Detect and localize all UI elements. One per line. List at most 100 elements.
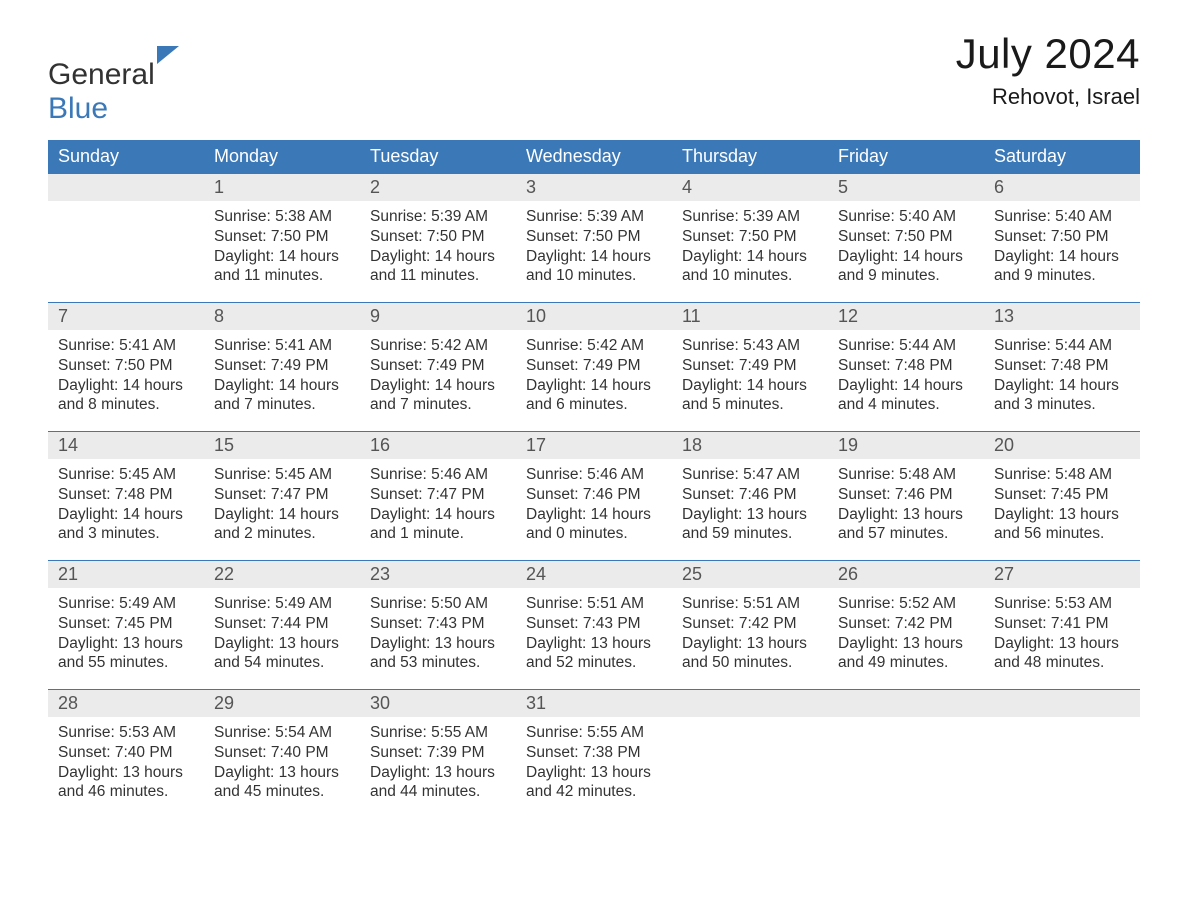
day-cell: 1Sunrise: 5:38 AMSunset: 7:50 PMDaylight… [204, 174, 360, 302]
day-info: Sunrise: 5:38 AMSunset: 7:50 PMDaylight:… [204, 201, 360, 286]
day-cell: 14Sunrise: 5:45 AMSunset: 7:48 PMDayligh… [48, 432, 204, 560]
day-daylight2: and 45 minutes. [214, 782, 350, 802]
day-daylight2: and 42 minutes. [526, 782, 662, 802]
day-number: 12 [828, 303, 984, 330]
day-daylight2: and 44 minutes. [370, 782, 506, 802]
day-sunset: Sunset: 7:50 PM [58, 356, 194, 376]
day-number: 17 [516, 432, 672, 459]
day-daylight1: Daylight: 14 hours [214, 376, 350, 396]
day-info: Sunrise: 5:45 AMSunset: 7:47 PMDaylight:… [204, 459, 360, 544]
day-sunset: Sunset: 7:45 PM [58, 614, 194, 634]
brand-triangle-icon [157, 46, 179, 64]
day-number: 5 [828, 174, 984, 201]
day-cell: 30Sunrise: 5:55 AMSunset: 7:39 PMDayligh… [360, 690, 516, 818]
day-sunrise: Sunrise: 5:46 AM [526, 465, 662, 485]
day-sunset: Sunset: 7:45 PM [994, 485, 1130, 505]
day-sunset: Sunset: 7:42 PM [838, 614, 974, 634]
day-sunset: Sunset: 7:49 PM [370, 356, 506, 376]
day-daylight2: and 48 minutes. [994, 653, 1130, 673]
day-number: 15 [204, 432, 360, 459]
day-number: 2 [360, 174, 516, 201]
day-daylight1: Daylight: 13 hours [838, 634, 974, 654]
day-info: Sunrise: 5:42 AMSunset: 7:49 PMDaylight:… [360, 330, 516, 415]
day-cell: 21Sunrise: 5:49 AMSunset: 7:45 PMDayligh… [48, 561, 204, 689]
day-info: Sunrise: 5:39 AMSunset: 7:50 PMDaylight:… [672, 201, 828, 286]
day-daylight1: Daylight: 13 hours [682, 634, 818, 654]
day-sunset: Sunset: 7:39 PM [370, 743, 506, 763]
day-cell: 31Sunrise: 5:55 AMSunset: 7:38 PMDayligh… [516, 690, 672, 818]
day-sunrise: Sunrise: 5:50 AM [370, 594, 506, 614]
day-daylight2: and 7 minutes. [370, 395, 506, 415]
day-cell: 24Sunrise: 5:51 AMSunset: 7:43 PMDayligh… [516, 561, 672, 689]
day-number: 10 [516, 303, 672, 330]
day-daylight2: and 9 minutes. [994, 266, 1130, 286]
day-info: Sunrise: 5:44 AMSunset: 7:48 PMDaylight:… [828, 330, 984, 415]
day-cell: 8Sunrise: 5:41 AMSunset: 7:49 PMDaylight… [204, 303, 360, 431]
day-daylight2: and 49 minutes. [838, 653, 974, 673]
day-daylight1: Daylight: 14 hours [58, 376, 194, 396]
day-info: Sunrise: 5:40 AMSunset: 7:50 PMDaylight:… [828, 201, 984, 286]
day-daylight2: and 8 minutes. [58, 395, 194, 415]
day-sunset: Sunset: 7:43 PM [526, 614, 662, 634]
day-daylight1: Daylight: 13 hours [526, 763, 662, 783]
day-daylight1: Daylight: 14 hours [526, 376, 662, 396]
day-info: Sunrise: 5:39 AMSunset: 7:50 PMDaylight:… [516, 201, 672, 286]
day-info: Sunrise: 5:55 AMSunset: 7:39 PMDaylight:… [360, 717, 516, 802]
day-info: Sunrise: 5:47 AMSunset: 7:46 PMDaylight:… [672, 459, 828, 544]
day-cell: 22Sunrise: 5:49 AMSunset: 7:44 PMDayligh… [204, 561, 360, 689]
day-cell: 9Sunrise: 5:42 AMSunset: 7:49 PMDaylight… [360, 303, 516, 431]
day-sunrise: Sunrise: 5:39 AM [370, 207, 506, 227]
day-daylight1: Daylight: 14 hours [214, 505, 350, 525]
day-number: 25 [672, 561, 828, 588]
day-cell: 29Sunrise: 5:54 AMSunset: 7:40 PMDayligh… [204, 690, 360, 818]
day-sunrise: Sunrise: 5:43 AM [682, 336, 818, 356]
day-sunset: Sunset: 7:38 PM [526, 743, 662, 763]
week-row: 1Sunrise: 5:38 AMSunset: 7:50 PMDaylight… [48, 174, 1140, 302]
day-sunrise: Sunrise: 5:53 AM [58, 723, 194, 743]
title-block: July 2024 Rehovot, Israel [956, 30, 1140, 110]
day-daylight1: Daylight: 14 hours [994, 376, 1130, 396]
day-daylight1: Daylight: 13 hours [214, 763, 350, 783]
day-number: 9 [360, 303, 516, 330]
day-cell: 19Sunrise: 5:48 AMSunset: 7:46 PMDayligh… [828, 432, 984, 560]
day-daylight2: and 5 minutes. [682, 395, 818, 415]
day-sunrise: Sunrise: 5:44 AM [838, 336, 974, 356]
day-sunset: Sunset: 7:42 PM [682, 614, 818, 634]
day-sunrise: Sunrise: 5:41 AM [214, 336, 350, 356]
day-number: 28 [48, 690, 204, 717]
day-number [672, 690, 828, 717]
day-daylight2: and 52 minutes. [526, 653, 662, 673]
day-daylight1: Daylight: 14 hours [214, 247, 350, 267]
weekday-header-row: Sunday Monday Tuesday Wednesday Thursday… [48, 140, 1140, 174]
day-daylight2: and 7 minutes. [214, 395, 350, 415]
day-cell [828, 690, 984, 818]
day-daylight2: and 3 minutes. [994, 395, 1130, 415]
day-cell: 3Sunrise: 5:39 AMSunset: 7:50 PMDaylight… [516, 174, 672, 302]
calendar: Sunday Monday Tuesday Wednesday Thursday… [48, 140, 1140, 818]
day-number: 16 [360, 432, 516, 459]
day-daylight2: and 11 minutes. [214, 266, 350, 286]
day-sunrise: Sunrise: 5:40 AM [994, 207, 1130, 227]
day-daylight1: Daylight: 14 hours [526, 247, 662, 267]
day-daylight2: and 4 minutes. [838, 395, 974, 415]
day-sunrise: Sunrise: 5:51 AM [526, 594, 662, 614]
day-daylight1: Daylight: 13 hours [58, 763, 194, 783]
day-cell: 23Sunrise: 5:50 AMSunset: 7:43 PMDayligh… [360, 561, 516, 689]
day-sunrise: Sunrise: 5:49 AM [214, 594, 350, 614]
day-sunrise: Sunrise: 5:38 AM [214, 207, 350, 227]
day-sunset: Sunset: 7:40 PM [214, 743, 350, 763]
weeks-container: 1Sunrise: 5:38 AMSunset: 7:50 PMDaylight… [48, 174, 1140, 818]
weekday-header: Tuesday [360, 140, 516, 174]
day-info: Sunrise: 5:42 AMSunset: 7:49 PMDaylight:… [516, 330, 672, 415]
day-daylight2: and 2 minutes. [214, 524, 350, 544]
day-info: Sunrise: 5:51 AMSunset: 7:43 PMDaylight:… [516, 588, 672, 673]
week-row: 14Sunrise: 5:45 AMSunset: 7:48 PMDayligh… [48, 431, 1140, 560]
day-number: 23 [360, 561, 516, 588]
day-number: 4 [672, 174, 828, 201]
day-sunset: Sunset: 7:46 PM [682, 485, 818, 505]
weekday-header: Friday [828, 140, 984, 174]
day-info: Sunrise: 5:52 AMSunset: 7:42 PMDaylight:… [828, 588, 984, 673]
day-sunset: Sunset: 7:48 PM [58, 485, 194, 505]
day-sunset: Sunset: 7:50 PM [682, 227, 818, 247]
day-sunset: Sunset: 7:50 PM [838, 227, 974, 247]
